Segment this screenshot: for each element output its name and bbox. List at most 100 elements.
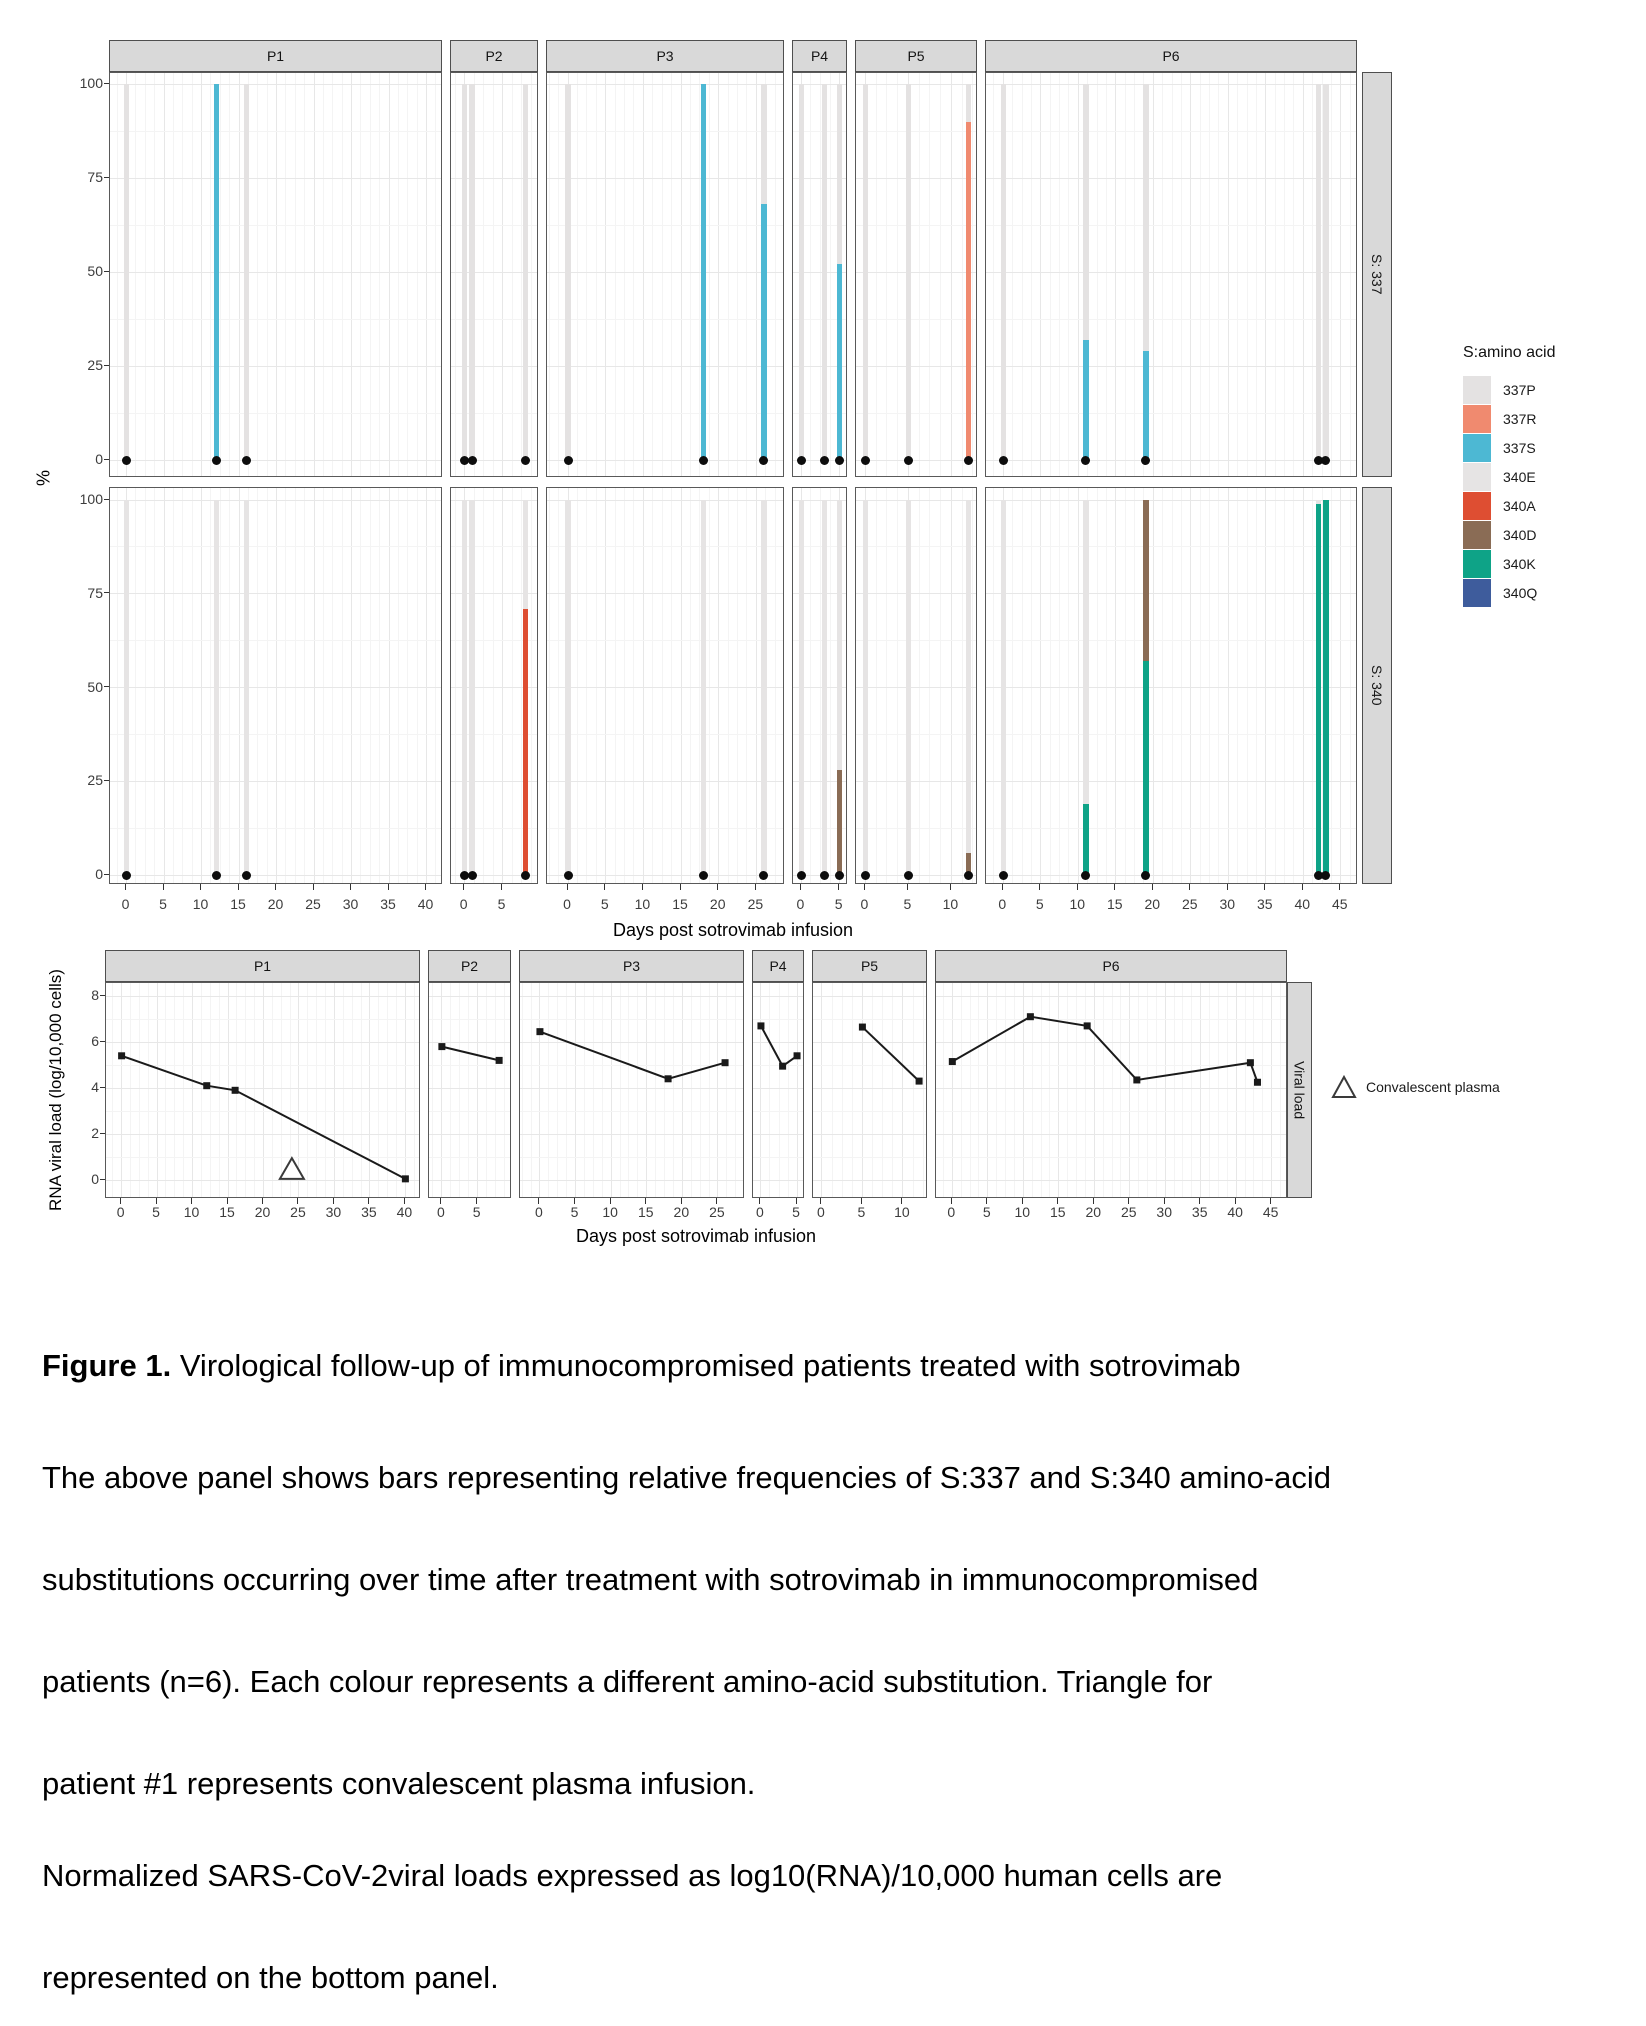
bar-segment-337P	[123, 84, 130, 460]
gridline-x-major	[1152, 488, 1154, 883]
gridline-x-minor	[548, 983, 550, 1197]
gridline-x-minor	[769, 983, 771, 1197]
gridline-y-minor	[986, 733, 1356, 735]
gridline-y-minor	[793, 224, 846, 226]
gridline-x-minor	[304, 73, 306, 476]
legend-swatch-340E	[1463, 463, 1491, 491]
gridline-y-minor	[856, 733, 976, 735]
gridline-x-minor	[280, 983, 282, 1197]
gridline-x-minor	[774, 488, 776, 883]
viral-load-point	[793, 1052, 801, 1060]
legend-label-340K: 340K	[1503, 556, 1536, 572]
gridline-x-minor	[1012, 488, 1014, 883]
gridline-x-minor	[285, 488, 287, 883]
gridline-x-minor	[897, 488, 899, 883]
viral-load-series	[948, 1013, 1261, 1086]
legend-label-340E: 340E	[1503, 469, 1536, 485]
viral-load-series	[757, 1022, 801, 1070]
x-tick-label: 25	[305, 896, 321, 912]
gridline-x-minor	[144, 488, 146, 883]
gridline-x-major	[1302, 488, 1304, 883]
bar-segment-337S	[1083, 339, 1089, 460]
gridline-y-major	[986, 780, 1356, 782]
viral-load-point	[1253, 1078, 1261, 1086]
gridline-x-minor	[737, 488, 739, 883]
sample-dot	[903, 870, 913, 880]
gridline-x-minor	[254, 983, 256, 1197]
gridline-x-minor	[810, 488, 812, 883]
gridline-y-major	[520, 995, 743, 997]
gridline-y-major	[451, 593, 537, 595]
caption-line-5: patient #1 represents convalescent plasm…	[42, 1766, 756, 1801]
facet-strip-P6-top: P6	[985, 40, 1357, 72]
plasma-legend-label: Convalescent plasma	[1366, 1079, 1500, 1095]
gridline-x-minor	[577, 73, 578, 476]
triangle-icon	[1331, 1074, 1357, 1098]
sample-dot	[819, 870, 829, 880]
gridline-x-minor	[341, 488, 343, 883]
gridline-x-minor	[661, 488, 663, 883]
x-tick-mark	[1128, 1198, 1130, 1204]
gridline-x-minor	[699, 488, 701, 883]
gridline-y-major	[110, 83, 441, 85]
gridline-x-major	[1265, 488, 1267, 883]
gridline-x-minor	[416, 73, 418, 476]
gridline-x-major	[441, 983, 443, 1197]
x-tick-label: 15	[672, 896, 688, 912]
bar-segment-340K	[1143, 661, 1149, 875]
viral-load-line	[539, 1030, 726, 1080]
gridline-x-minor	[200, 983, 202, 1197]
gridline-x-minor	[1105, 73, 1107, 476]
sample-dot	[520, 870, 530, 880]
gridline-y-major	[547, 593, 783, 595]
gridline-y-minor	[813, 1018, 926, 1020]
gridline-x-major	[201, 73, 202, 476]
legend-swatch-337P	[1463, 376, 1491, 404]
sample-dot	[903, 455, 913, 465]
gridline-x-minor	[810, 73, 812, 476]
facet-strip-label: Viral load	[1291, 1060, 1308, 1120]
gridline-x-minor	[341, 73, 343, 476]
caption-title-prefix: Figure 1.	[42, 1348, 172, 1383]
x-tick-label: 20	[254, 1204, 271, 1220]
x-tick-mark	[262, 1198, 263, 1204]
gridline-y-minor	[986, 224, 1356, 226]
gridline-x-minor	[454, 488, 456, 883]
gridline-y-minor	[110, 318, 441, 320]
gridline-x-minor	[342, 983, 344, 1197]
gridline-x-major	[1265, 73, 1267, 476]
gridline-x-minor	[1255, 488, 1257, 883]
y-tick-mark	[104, 873, 109, 875]
gridline-y-major	[429, 1133, 510, 1135]
gridline-x-major	[718, 488, 720, 883]
x-tick-label: 35	[361, 1204, 377, 1220]
x-tick-mark	[1039, 884, 1041, 890]
gridline-x-minor	[229, 73, 231, 476]
x-tick-mark	[1234, 1198, 1236, 1204]
x-tick-label: 15	[1049, 1204, 1066, 1220]
y-tick-mark	[104, 270, 109, 272]
gridline-x-minor	[379, 73, 381, 476]
gridline-x-minor	[219, 488, 221, 883]
gridline-x-minor	[1059, 73, 1060, 476]
panel-viral-load-P6	[935, 982, 1287, 1198]
bar-segment-340K	[1083, 803, 1089, 875]
gridline-x-minor	[218, 983, 220, 1197]
x-tick-mark	[604, 884, 606, 890]
gridline-x-minor	[1349, 73, 1351, 476]
gridline-x-major	[298, 983, 300, 1197]
y-tick-label: 0	[95, 866, 103, 882]
gridline-x-minor	[116, 488, 118, 883]
gridline-x-major	[1040, 73, 1042, 476]
panel-viral-load-P5	[812, 982, 927, 1198]
gridline-x-minor	[619, 983, 621, 1197]
sample-dot	[460, 870, 470, 880]
gridline-y-major	[520, 1179, 743, 1181]
gridline-x-minor	[1180, 73, 1182, 476]
gridline-x-minor	[1293, 73, 1295, 476]
gridline-x-minor	[690, 983, 692, 1197]
gridline-y-major	[106, 1041, 419, 1043]
x-tick-label: 25	[1181, 896, 1198, 912]
x-tick-label: 0	[121, 896, 130, 912]
viral-load-point	[1026, 1013, 1034, 1021]
